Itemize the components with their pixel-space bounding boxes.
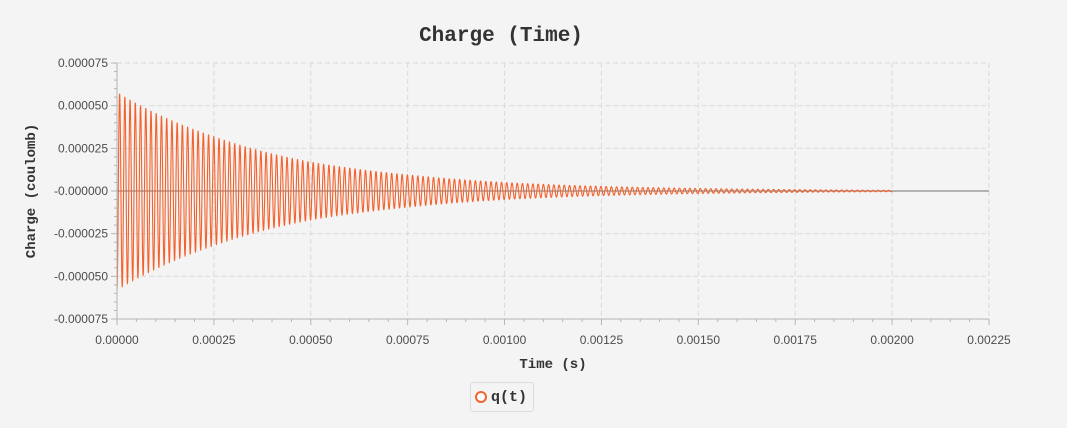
y-tick-label: -0.000050 [54,269,108,283]
legend: q(t) [470,382,535,412]
y-tick-label: 0.000025 [58,141,108,155]
series-line-q(t) [116,93,893,291]
y-axis-title: Charge (coulomb) [24,124,40,258]
x-tick-label: 0.00000 [95,333,139,347]
series-layer [116,93,893,291]
x-tick-label: 0.00050 [289,333,333,347]
y-tick-label: -0.000000 [54,184,108,198]
legend-label: q(t) [491,388,528,406]
x-tick-label: 0.00200 [870,333,914,347]
y-tick-label: 0.000050 [58,99,108,113]
axes: 0.00000 0.00025 0.00050 0.00075 0.00100 0.001… [54,56,1011,347]
x-tick-label: 0.00025 [192,333,236,347]
y-tick-label: -0.000025 [54,227,108,241]
chart-plot: 0.00000 0.00025 0.00050 0.00075 0.00100 0.001… [24,56,1011,373]
x-tick-label: 0.00225 [967,333,1011,347]
x-tick-label: 0.00100 [483,333,527,347]
x-axis-title: Time (s) [519,357,586,373]
chart-title: Charge (Time) [419,25,583,48]
x-tick-label: 0.00175 [774,333,818,347]
x-tick-label: 0.00150 [677,333,721,347]
legend-symbol-icon [475,391,487,403]
y-tick-label: -0.000075 [54,312,108,326]
x-tick-label: 0.00075 [386,333,430,347]
y-tick-label: 0.000075 [58,56,108,70]
x-tick-label: 0.00125 [580,333,624,347]
